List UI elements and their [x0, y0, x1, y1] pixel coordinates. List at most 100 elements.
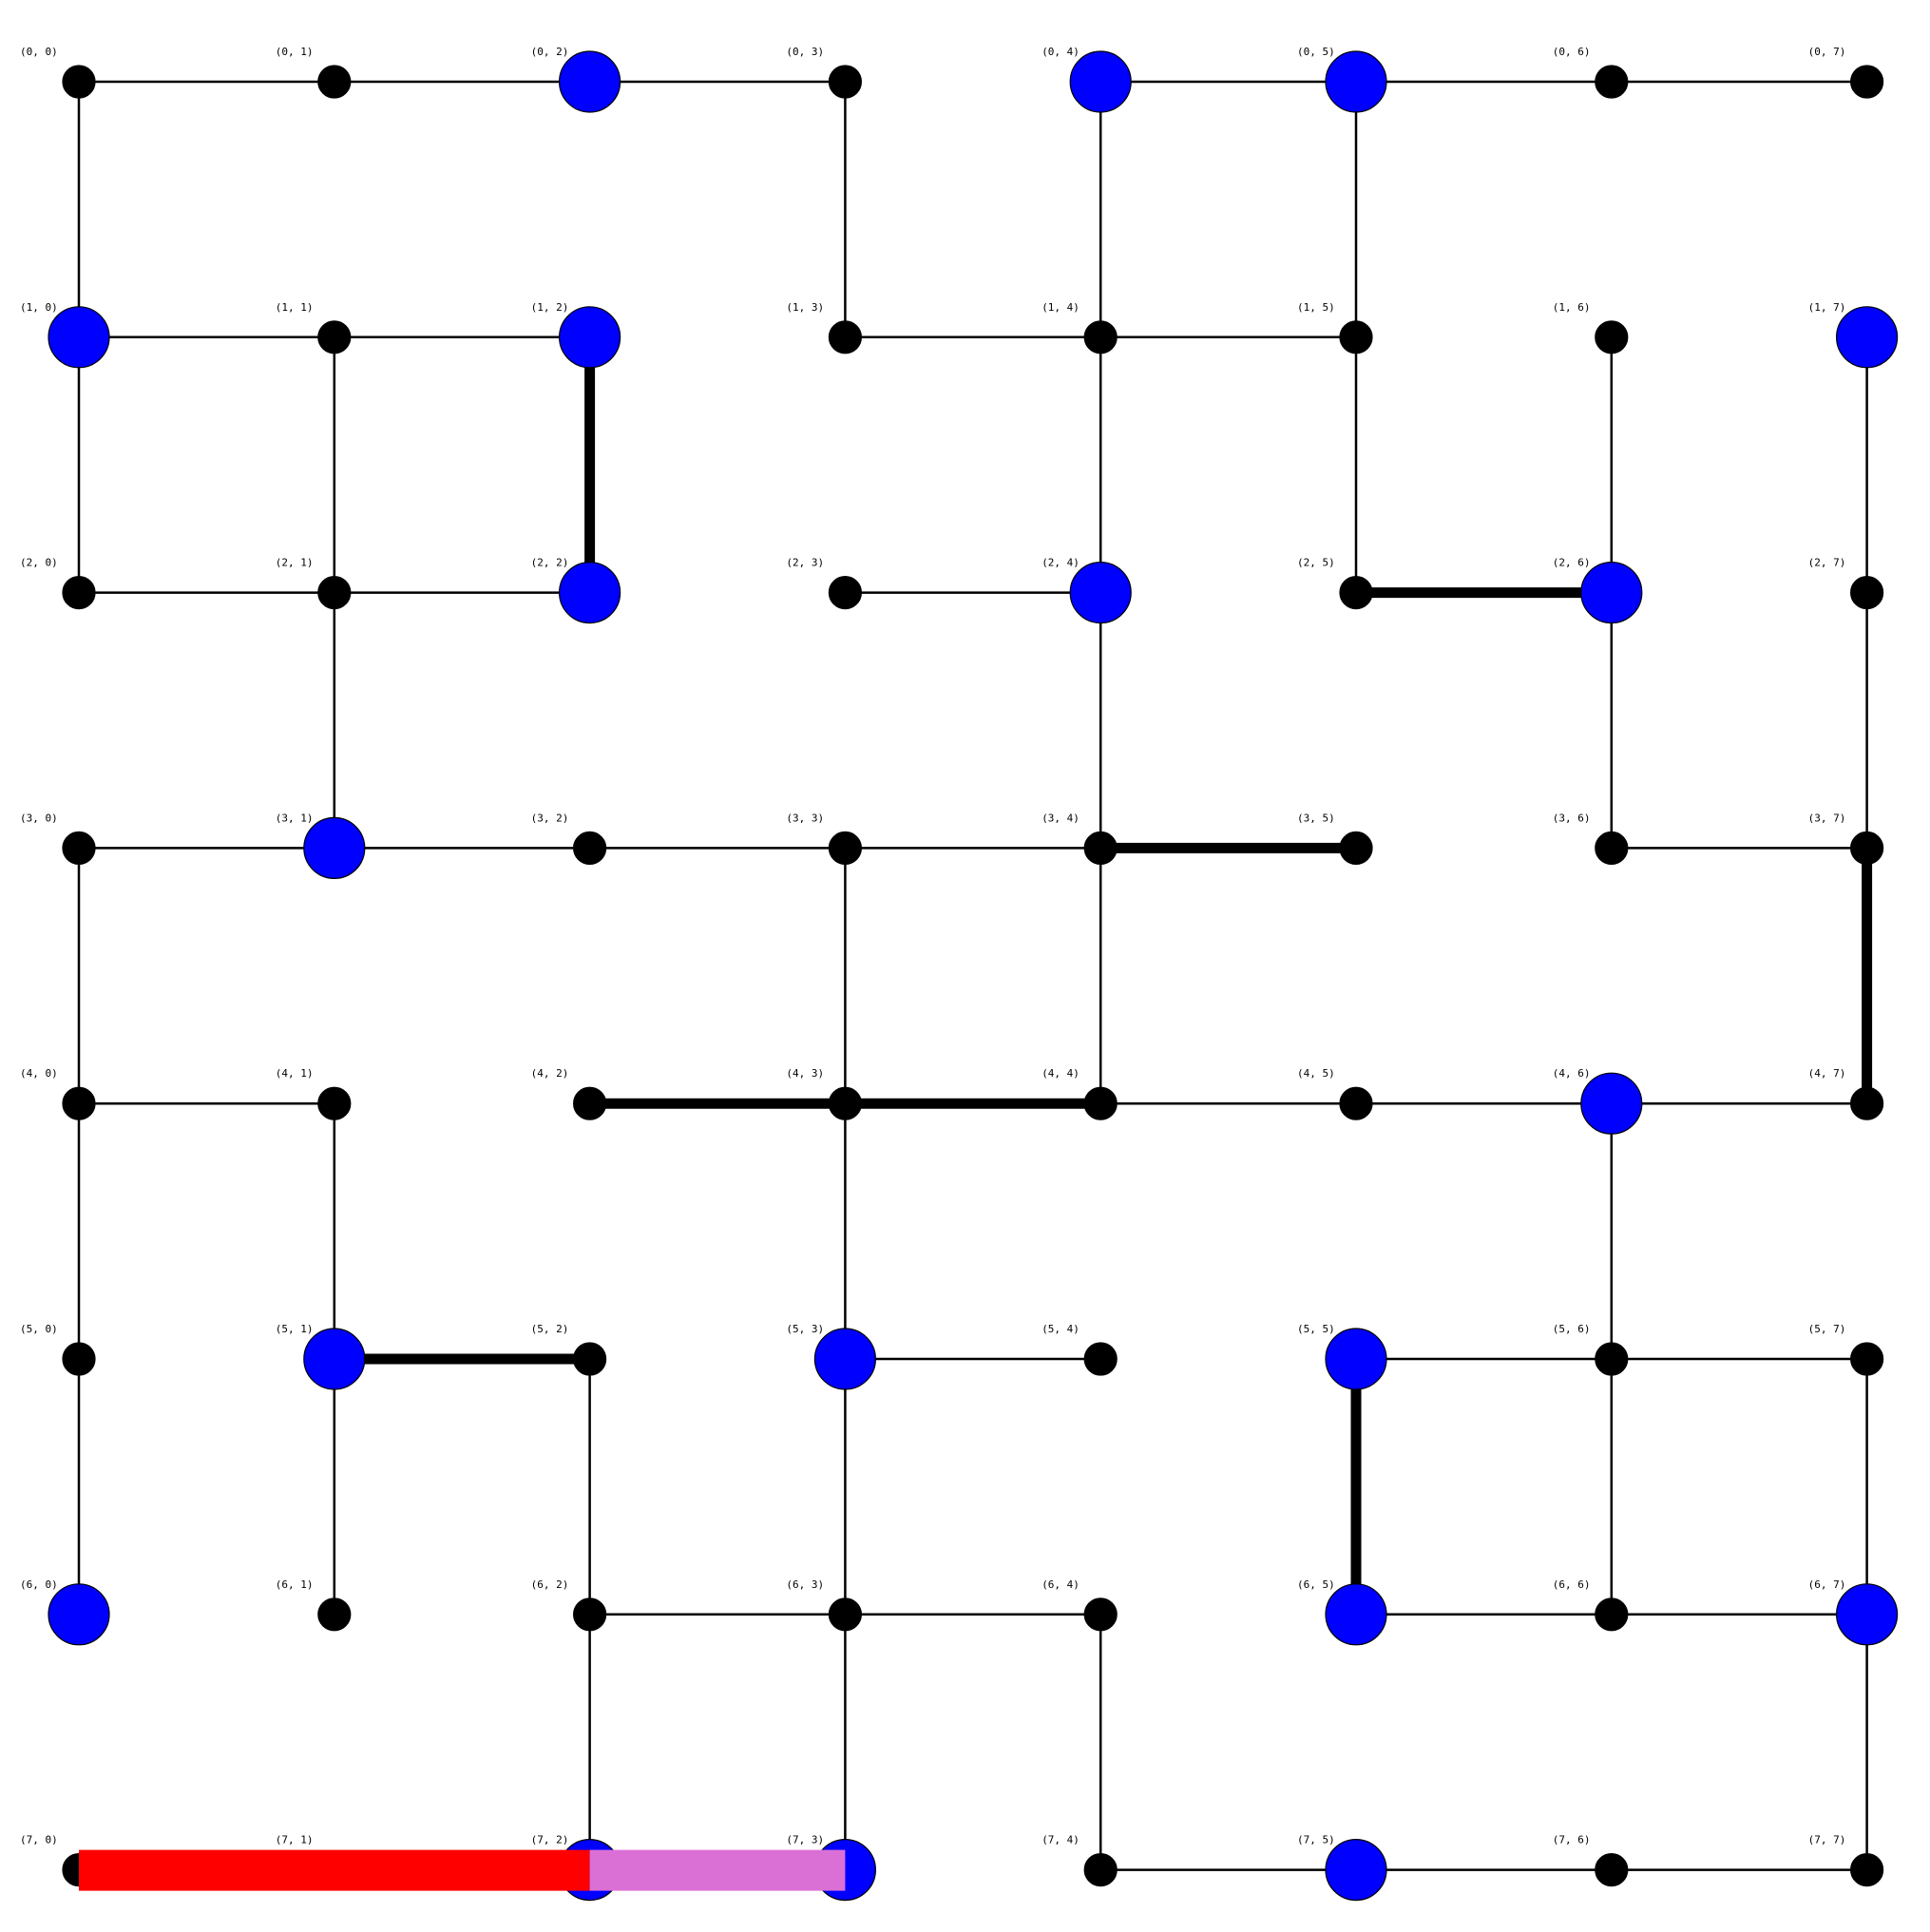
- node-label-5-0: (5, 0): [20, 1323, 58, 1335]
- node-label-0-7: (0, 7): [1808, 46, 1846, 58]
- highlighted-node-2-6: [1580, 561, 1643, 624]
- node-7-4: [1083, 1852, 1118, 1887]
- node-label-0-1: (0, 1): [276, 46, 314, 58]
- node-label-1-4: (1, 4): [1041, 301, 1080, 314]
- node-label-3-2: (3, 2): [531, 812, 569, 824]
- node-label-3-5: (3, 5): [1297, 812, 1335, 824]
- node-5-4: [1083, 1342, 1118, 1376]
- path-layer: [79, 1849, 846, 1891]
- node-2-0: [62, 575, 96, 610]
- node-label-2-3: (2, 3): [786, 557, 824, 569]
- highlighted-node-4-6: [1580, 1072, 1643, 1135]
- node-6-6: [1595, 1597, 1629, 1632]
- node-label-4-1: (4, 1): [276, 1067, 314, 1080]
- node-label-4-2: (4, 2): [531, 1067, 569, 1080]
- node-label-1-6: (1, 6): [1553, 301, 1591, 314]
- node-label-6-5: (6, 5): [1297, 1578, 1335, 1591]
- node-7-7: [1849, 1852, 1884, 1887]
- node-label-4-6: (4, 6): [1553, 1067, 1591, 1080]
- node-label-5-7: (5, 7): [1808, 1323, 1846, 1335]
- node-6-2: [572, 1597, 607, 1632]
- node-label-1-7: (1, 7): [1808, 301, 1846, 314]
- node-label-3-0: (3, 0): [20, 812, 58, 824]
- path-segment-0: [79, 1849, 590, 1891]
- node-2-3: [828, 575, 863, 610]
- highlighted-node-1-2: [558, 306, 621, 369]
- highlighted-node-6-0: [48, 1583, 110, 1646]
- node-0-7: [1849, 65, 1884, 99]
- node-1-1: [317, 320, 352, 354]
- node-1-5: [1339, 320, 1373, 354]
- nodes-layer: [48, 50, 1899, 1902]
- node-7-6: [1595, 1852, 1629, 1887]
- highlighted-node-1-0: [48, 306, 110, 369]
- node-3-5: [1339, 831, 1373, 866]
- node-0-0: [62, 65, 96, 99]
- node-4-1: [317, 1086, 352, 1120]
- highlighted-node-5-5: [1325, 1328, 1387, 1390]
- node-3-3: [828, 831, 863, 866]
- node-3-7: [1849, 831, 1884, 866]
- node-label-6-4: (6, 4): [1041, 1578, 1080, 1591]
- node-label-7-7: (7, 7): [1808, 1834, 1846, 1846]
- node-label-6-7: (6, 7): [1808, 1578, 1846, 1591]
- node-6-1: [317, 1597, 352, 1632]
- node-label-3-4: (3, 4): [1041, 812, 1080, 824]
- highlighted-node-5-1: [303, 1328, 366, 1390]
- node-label-5-2: (5, 2): [531, 1323, 569, 1335]
- node-label-0-2: (0, 2): [531, 46, 569, 58]
- node-1-3: [828, 320, 863, 354]
- node-5-2: [572, 1342, 607, 1376]
- node-label-4-3: (4, 3): [786, 1067, 824, 1080]
- node-0-6: [1595, 65, 1629, 99]
- node-label-2-4: (2, 4): [1041, 557, 1080, 569]
- node-label-0-0: (0, 0): [20, 46, 58, 58]
- node-6-4: [1083, 1597, 1118, 1632]
- node-label-3-7: (3, 7): [1808, 812, 1846, 824]
- node-4-3: [828, 1086, 863, 1120]
- node-label-0-4: (0, 4): [1041, 46, 1080, 58]
- node-5-0: [62, 1342, 96, 1376]
- node-label-7-1: (7, 1): [276, 1834, 314, 1846]
- highlighted-node-6-5: [1325, 1583, 1387, 1646]
- labels-layer: (0, 0) (0, 1) (0, 2) (0, 3) (0, 4) (0, 5) (0, …: [20, 46, 1845, 1846]
- node-2-1: [317, 575, 352, 610]
- highlighted-node-7-5: [1325, 1838, 1387, 1902]
- node-3-2: [572, 831, 607, 866]
- edges-layer: [77, 80, 1873, 1871]
- highlighted-node-6-7: [1835, 1583, 1899, 1646]
- highlighted-node-2-4: [1069, 561, 1132, 624]
- node-2-7: [1849, 575, 1884, 610]
- node-label-6-0: (6, 0): [20, 1578, 58, 1591]
- node-1-6: [1595, 320, 1629, 354]
- node-2-5: [1339, 575, 1373, 610]
- node-label-5-4: (5, 4): [1041, 1323, 1080, 1335]
- node-label-6-2: (6, 2): [531, 1578, 569, 1591]
- node-0-3: [828, 65, 863, 99]
- node-0-1: [317, 65, 352, 99]
- node-label-4-0: (4, 0): [20, 1067, 58, 1080]
- node-label-3-3: (3, 3): [786, 812, 824, 824]
- node-label-6-6: (6, 6): [1553, 1578, 1591, 1591]
- node-4-5: [1339, 1086, 1373, 1120]
- node-label-7-3: (7, 3): [786, 1834, 824, 1846]
- node-label-0-3: (0, 3): [786, 46, 824, 58]
- node-label-1-1: (1, 1): [276, 301, 314, 314]
- node-4-7: [1849, 1086, 1884, 1120]
- highlighted-node-2-2: [558, 561, 621, 624]
- node-label-7-0: (7, 0): [20, 1834, 58, 1846]
- node-label-6-3: (6, 3): [786, 1578, 824, 1591]
- node-label-4-5: (4, 5): [1297, 1067, 1335, 1080]
- node-label-4-7: (4, 7): [1808, 1067, 1846, 1080]
- node-label-3-6: (3, 6): [1553, 812, 1591, 824]
- node-label-2-7: (2, 7): [1808, 557, 1846, 569]
- node-label-2-2: (2, 2): [531, 557, 569, 569]
- node-label-1-5: (1, 5): [1297, 301, 1335, 314]
- node-label-2-0: (2, 0): [20, 557, 58, 569]
- node-4-2: [572, 1086, 607, 1120]
- node-label-3-1: (3, 1): [276, 812, 314, 824]
- node-label-1-0: (1, 0): [20, 301, 58, 314]
- node-label-2-1: (2, 1): [276, 557, 314, 569]
- node-3-6: [1595, 831, 1629, 866]
